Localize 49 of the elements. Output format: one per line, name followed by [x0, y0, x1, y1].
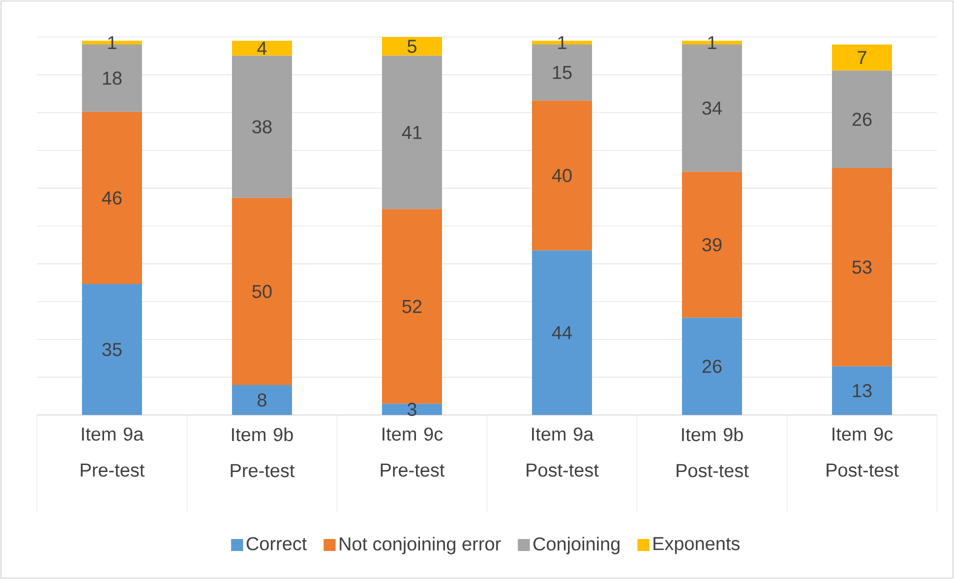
data-label: 5 [408, 40, 416, 53]
bar [232, 198, 292, 386]
category-label: Item 9a Post-test [526, 427, 599, 477]
data-label: 15 [553, 66, 572, 80]
category-label: Item 9c Post-test [826, 427, 899, 477]
data-label: 3 [408, 402, 416, 416]
data-label: 26 [702, 360, 722, 373]
bar [382, 36, 442, 56]
bar [682, 172, 742, 318]
bar [832, 44, 892, 71]
legend-label: Exponents [654, 537, 740, 554]
bar [832, 366, 892, 415]
data-label: 40 [552, 168, 572, 182]
bar [832, 168, 892, 366]
legend-label: Conjoining [533, 536, 620, 554]
data-label: 34 [702, 101, 722, 115]
data-label: 39 [702, 238, 722, 252]
data-label: 8 [258, 393, 266, 407]
bar [382, 56, 442, 210]
bar [532, 100, 592, 250]
data-label: 41 [402, 126, 422, 139]
bar [82, 112, 142, 284]
bar [832, 70, 892, 168]
data-label: 46 [102, 191, 122, 205]
bar [232, 40, 292, 56]
data-label: 50 [252, 284, 272, 298]
data-label: 38 [252, 120, 272, 134]
bar [232, 385, 292, 415]
category-label: Item 9a Pre-test [80, 427, 145, 477]
data-label: 44 [552, 326, 572, 340]
bar [232, 56, 292, 198]
category-label: Item 9b Post-test [676, 427, 749, 478]
bar [382, 404, 442, 415]
category-label: Item 9b Pre-test [230, 427, 295, 478]
category-label: Item 9c Pre-test [380, 427, 445, 477]
data-label: 26 [852, 112, 872, 126]
bar [382, 209, 442, 404]
bar [532, 250, 592, 415]
legend-label: Not conjoining error [340, 536, 501, 554]
data-label: 18 [103, 72, 122, 85]
data-label: 53 [852, 260, 872, 274]
data-label: 4 [257, 42, 267, 55]
bar [682, 318, 742, 415]
data-label: 7 [858, 51, 866, 64]
bar [82, 284, 142, 415]
data-label: 52 [402, 300, 422, 314]
legend-label: Correct [246, 537, 307, 550]
data-label: 13 [853, 384, 872, 398]
data-label: 35 [102, 342, 122, 356]
